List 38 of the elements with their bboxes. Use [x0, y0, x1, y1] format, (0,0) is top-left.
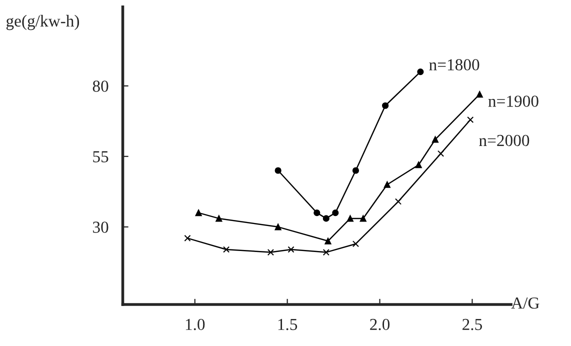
point: [274, 224, 282, 230]
x-tick-label: 2.5: [462, 318, 482, 330]
point: [394, 198, 402, 205]
point: [417, 68, 424, 76]
y-tick-label: 30: [93, 222, 108, 233]
point: [274, 167, 282, 174]
point: [432, 136, 439, 143]
series-label: n=2000: [479, 134, 530, 146]
point: [382, 102, 389, 109]
point: [476, 91, 483, 98]
y-axis-title: ge(g/kw-h): [6, 14, 80, 30]
point: [314, 210, 320, 216]
point: [332, 210, 339, 216]
point: [195, 210, 202, 216]
series-label: n=1900: [488, 96, 538, 107]
point: [288, 246, 294, 253]
point: [415, 162, 422, 168]
point: [322, 215, 330, 222]
point: [267, 249, 274, 256]
x-tick-label: 1.0: [186, 318, 205, 330]
point: [352, 167, 360, 174]
point: [384, 181, 390, 188]
point: [184, 234, 191, 242]
point: [346, 215, 354, 222]
y-tick-label: 80: [92, 80, 108, 92]
y-tick-label: 55: [93, 151, 108, 162]
x-tick-label: 2.0: [370, 318, 390, 330]
point: [360, 215, 366, 222]
point: [352, 240, 360, 248]
point: [467, 116, 474, 124]
point: [216, 215, 222, 222]
point: [223, 246, 230, 253]
point: [324, 238, 332, 244]
point: [437, 150, 444, 157]
point: [322, 249, 330, 256]
x-tick-label: 1.5: [278, 318, 298, 330]
x-axis-title: A/G: [511, 297, 540, 309]
series-label: n=1800: [429, 59, 480, 70]
